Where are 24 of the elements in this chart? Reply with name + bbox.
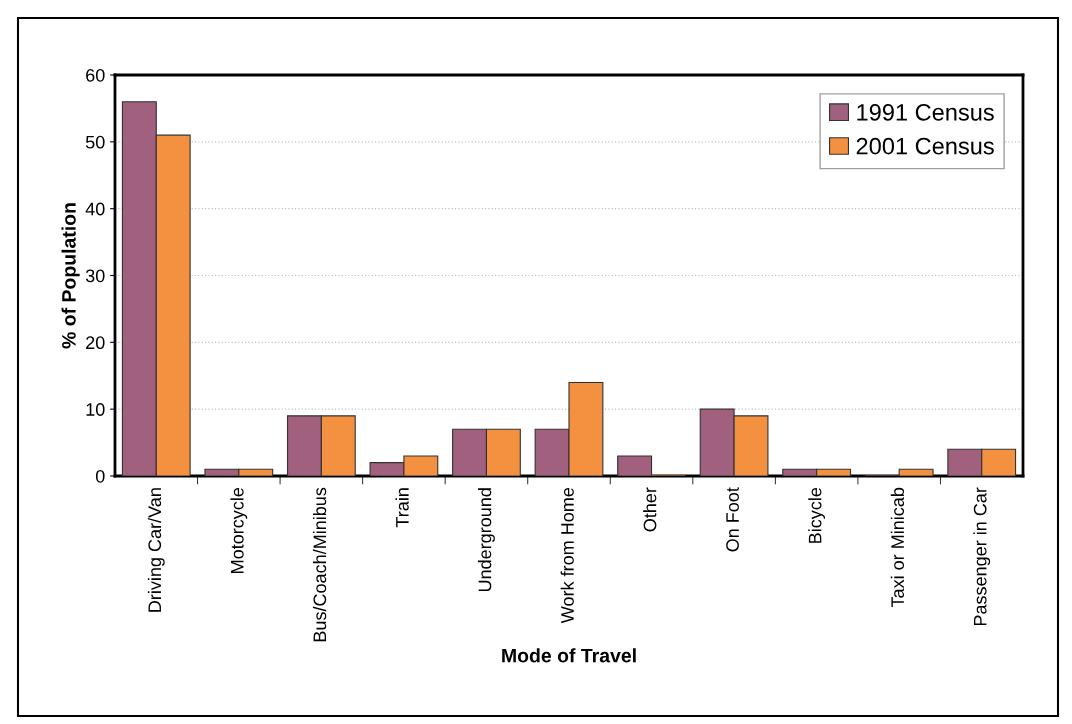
- y-tick-label: 10: [86, 403, 105, 416]
- legend-label: 1991 Census: [857, 103, 994, 121]
- y-tick-label: 60: [86, 68, 105, 82]
- y-tick-label: 0: [95, 469, 105, 483]
- y-tick-label: 50: [85, 135, 105, 149]
- x-axis-title: Mode of Travel: [502, 648, 636, 663]
- y-tick-label: 20: [86, 336, 105, 350]
- bar: [617, 455, 653, 476]
- x-tick-label: Bicycle: [808, 487, 826, 543]
- y-tick-label: 30: [85, 269, 105, 283]
- x-tick-label: Work from Home: [560, 487, 574, 624]
- x-tick-label: Other: [643, 487, 657, 532]
- x-tick-label: Passenger in Car: [973, 487, 991, 626]
- x-tick-label: Train: [395, 488, 409, 528]
- legend-label: 2001 Census: [856, 137, 994, 155]
- x-tick-label: Driving Car/Van: [147, 488, 165, 612]
- x-tick-label: Bus/Coach/Minibus: [312, 487, 327, 642]
- y-axis-title: % of Population: [61, 203, 80, 349]
- x-tick-label: Taxi or Minicab: [890, 487, 905, 608]
- x-tick-label: Underground: [478, 488, 495, 592]
- bar: [898, 468, 934, 476]
- x-tick-label: Motorcycle: [230, 487, 248, 573]
- x-tick-label: On Foot: [726, 487, 739, 552]
- y-tick-label: 40: [85, 202, 105, 216]
